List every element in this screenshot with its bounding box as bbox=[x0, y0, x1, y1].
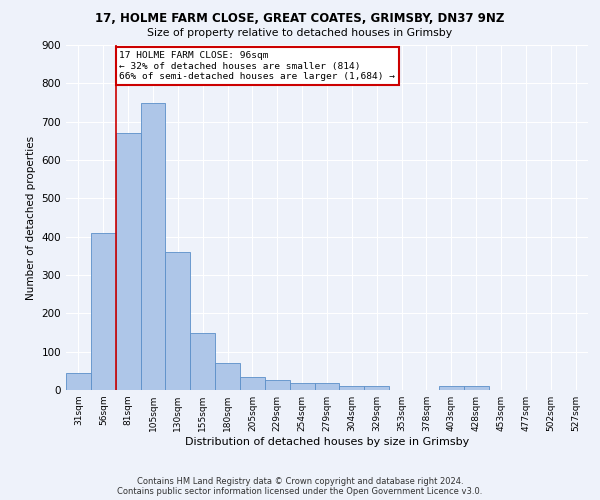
Bar bbox=[340, 386, 364, 390]
Bar bbox=[116, 133, 140, 390]
Bar bbox=[166, 252, 190, 390]
Y-axis label: Number of detached properties: Number of detached properties bbox=[26, 136, 36, 300]
Bar bbox=[215, 363, 240, 390]
Text: 17, HOLME FARM CLOSE, GREAT COATES, GRIMSBY, DN37 9NZ: 17, HOLME FARM CLOSE, GREAT COATES, GRIM… bbox=[95, 12, 505, 26]
Text: Size of property relative to detached houses in Grimsby: Size of property relative to detached ho… bbox=[148, 28, 452, 38]
Bar bbox=[314, 383, 340, 390]
Bar bbox=[265, 380, 290, 390]
Bar bbox=[140, 102, 166, 390]
Bar bbox=[240, 376, 265, 390]
Bar bbox=[464, 386, 488, 390]
Bar bbox=[364, 386, 389, 390]
Bar bbox=[439, 386, 464, 390]
Bar bbox=[91, 233, 116, 390]
Bar bbox=[190, 332, 215, 390]
X-axis label: Distribution of detached houses by size in Grimsby: Distribution of detached houses by size … bbox=[185, 437, 469, 447]
Bar bbox=[66, 373, 91, 390]
Bar bbox=[290, 383, 314, 390]
Text: 17 HOLME FARM CLOSE: 96sqm
← 32% of detached houses are smaller (814)
66% of sem: 17 HOLME FARM CLOSE: 96sqm ← 32% of deta… bbox=[119, 51, 395, 81]
Text: Contains HM Land Registry data © Crown copyright and database right 2024.
Contai: Contains HM Land Registry data © Crown c… bbox=[118, 476, 482, 496]
